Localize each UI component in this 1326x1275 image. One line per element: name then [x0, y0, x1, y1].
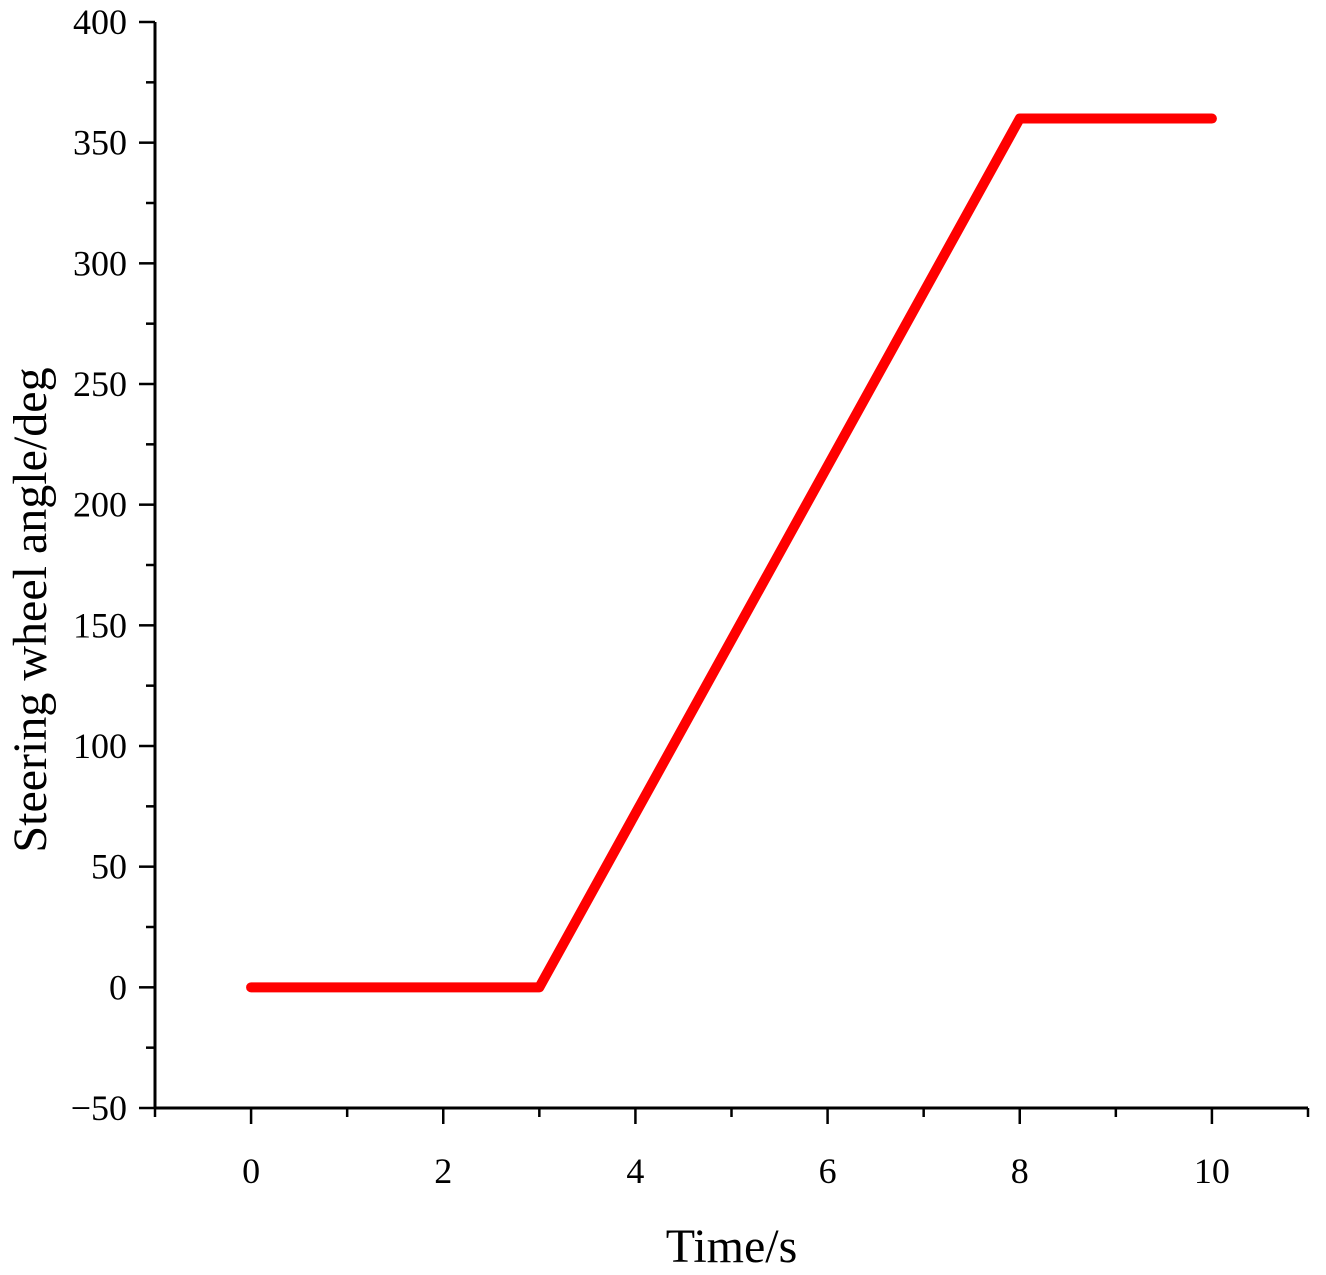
x-tick-label: 4: [626, 1151, 644, 1191]
x-axis-tick-labels: 0 2 4 6 8 10: [242, 1151, 1230, 1191]
y-tick-label: 50: [91, 847, 127, 887]
y-tick-label: −50: [71, 1088, 127, 1128]
y-axis-title: Steering wheel angle/deg: [4, 367, 57, 852]
y-tick-label: 0: [109, 967, 127, 1007]
y-axis-ticks: [139, 20, 155, 1110]
x-tick-label: 2: [434, 1151, 452, 1191]
x-tick-label: 6: [819, 1151, 837, 1191]
x-axis-title: Time/s: [666, 1220, 798, 1273]
y-tick-label: 400: [73, 2, 127, 42]
y-tick-label: 250: [73, 364, 127, 404]
y-tick-label: 100: [73, 726, 127, 766]
x-tick-label: 10: [1194, 1151, 1230, 1191]
y-tick-label: 150: [73, 605, 127, 645]
y-tick-label: 300: [73, 243, 127, 283]
series-group: [246, 113, 1217, 993]
x-axis-ticks: [153, 1108, 1310, 1124]
y-tick-label: 200: [73, 485, 127, 525]
x-tick-label: 8: [1011, 1151, 1029, 1191]
series-line: [246, 113, 1217, 993]
y-axis-tick-labels: −50 0 50 100 150 200 250 300 350 400: [71, 2, 127, 1128]
x-tick-label: 0: [242, 1151, 260, 1191]
y-tick-label: 350: [73, 123, 127, 163]
